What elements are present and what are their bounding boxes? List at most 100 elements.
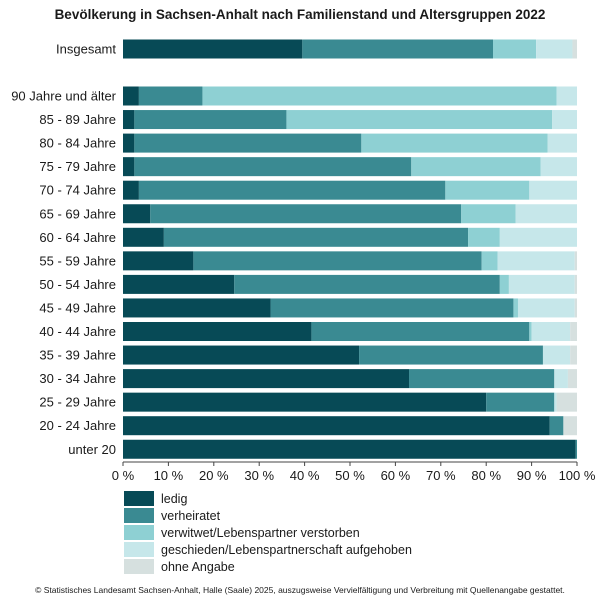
bar-segment-12-4 <box>570 345 577 365</box>
bar-segment-0-2 <box>493 39 537 59</box>
category-label: 90 Jahre und älter <box>11 89 116 104</box>
bar-segment-9-0 <box>123 274 235 294</box>
bar-segment-5-0 <box>123 180 139 200</box>
category-label: unter 20 <box>68 442 116 457</box>
x-axis: 0 % 10 % 20 % 30 % 40 % 50 % 60 % 70 % 80 % 90 % 1… <box>112 461 596 483</box>
category-label: 70 - 74 Jahre <box>39 183 116 198</box>
bar-segment-8-3 <box>497 251 575 271</box>
bar-segment-10-0 <box>123 298 271 318</box>
bar-segment-7-2 <box>468 227 500 247</box>
category-label: 65 - 69 Jahre <box>39 206 116 221</box>
bar-segment-9-3 <box>508 274 575 294</box>
bar-segment-9-4 <box>574 274 577 294</box>
x-tick-label: 70 % <box>426 468 456 483</box>
bar-segment-8-1 <box>193 251 482 271</box>
legend-item: geschieden/Lebenspartnerschaft aufgehobe… <box>124 541 412 558</box>
bar-segment-5-2 <box>445 180 530 200</box>
category-label: 55 - 59 Jahre <box>39 253 116 268</box>
bar-segment-1-1 <box>138 86 203 106</box>
category-label: Insgesamt <box>56 42 116 57</box>
legend-label: ohne Angabe <box>161 559 235 574</box>
bar-segment-16-0 <box>123 439 576 459</box>
category-label: 20 - 24 Jahre <box>39 418 116 433</box>
stacked-bar-chart: Insgesamt 90 Jahre und älter 85 - 89 Jahre… <box>11 39 596 483</box>
bar-segment-12-1 <box>359 345 543 365</box>
bar-segment-10-4 <box>574 298 577 318</box>
bar-segment-0-1 <box>302 39 494 59</box>
bar-segment-10-2 <box>513 298 518 318</box>
bar-segment-4-0 <box>123 157 135 177</box>
bar-segment-13-4 <box>567 369 577 389</box>
x-tick-label: 0 % <box>112 468 135 483</box>
bar-segment-10-3 <box>517 298 575 318</box>
bar-segment-14-1 <box>486 392 555 412</box>
chart-title: Bevölkerung in Sachsen-Anhalt nach Famil… <box>54 7 546 22</box>
legend-swatch <box>124 491 154 506</box>
bar-segment-3-0 <box>123 133 135 153</box>
x-tick-label: 90 % <box>517 468 547 483</box>
bar-segment-2-3 <box>552 110 577 130</box>
bar-segment-11-4 <box>570 322 577 341</box>
category-label: 35 - 39 Jahre <box>39 348 116 363</box>
x-tick-label: 80 % <box>471 468 501 483</box>
x-tick-label: 60 % <box>381 468 411 483</box>
bar-segment-1-2 <box>202 86 557 106</box>
category-label: 50 - 54 Jahre <box>39 277 116 292</box>
bar-segment-14-4 <box>556 392 577 412</box>
x-tick-label: 20 % <box>199 468 229 483</box>
bar-segment-1-0 <box>123 86 139 106</box>
bar-segment-2-1 <box>134 110 287 130</box>
legend-item: ohne Angabe <box>124 558 412 575</box>
legend-swatch <box>124 525 154 540</box>
bar-segment-15-1 <box>549 416 564 436</box>
category-labels: Insgesamt 90 Jahre und älter 85 - 89 Jahre… <box>11 42 116 457</box>
legend-swatch <box>124 559 154 574</box>
bar-segment-5-1 <box>138 180 446 200</box>
bar-segment-3-1 <box>134 133 362 153</box>
bar-segment-14-0 <box>123 392 487 412</box>
bar-segment-11-1 <box>311 322 530 341</box>
legend-label: ledig <box>161 491 188 506</box>
bar-segment-12-0 <box>123 345 360 365</box>
legend: ledig verheiratet verwitwet/Lebenspartner … <box>124 490 412 575</box>
bar-segment-13-0 <box>123 369 410 389</box>
bar-segment-4-1 <box>134 157 412 177</box>
bar-segment-11-0 <box>123 322 312 341</box>
bar-segment-3-2 <box>361 133 548 153</box>
bar-segment-9-1 <box>234 274 500 294</box>
bar-segment-12-3 <box>542 345 571 365</box>
bar-segment-11-3 <box>531 322 571 341</box>
legend-item: ledig <box>124 490 412 507</box>
x-tick-label: 100 % <box>559 468 596 483</box>
bar-segment-5-3 <box>529 180 577 200</box>
bar-segment-4-2 <box>411 157 541 177</box>
legend-item: verheiratet <box>124 507 412 524</box>
bar-segment-8-4 <box>574 251 577 271</box>
bar-segment-0-3 <box>536 39 573 59</box>
category-label: 75 - 79 Jahre <box>39 159 116 174</box>
legend-swatch <box>124 542 154 557</box>
category-label: 40 - 44 Jahre <box>39 324 116 339</box>
bar-segment-8-2 <box>481 251 498 271</box>
bar-segment-15-0 <box>123 416 550 436</box>
x-tick-label: 50 % <box>335 468 365 483</box>
category-label: 25 - 29 Jahre <box>39 395 116 410</box>
copyright-footer: © Statistisches Landesamt Sachsen-Anhalt… <box>35 585 565 595</box>
legend-item: verwitwet/Lebenspartner verstorben <box>124 524 412 541</box>
bar-segment-8-0 <box>123 251 194 271</box>
bar-segment-1-3 <box>556 86 577 106</box>
bar-segment-6-0 <box>123 204 151 224</box>
category-label: 60 - 64 Jahre <box>39 230 116 245</box>
bar-segment-2-2 <box>286 110 553 130</box>
bar-segment-0-0 <box>123 39 303 59</box>
bar-segment-6-2 <box>461 204 516 224</box>
legend-label: verwitwet/Lebenspartner verstorben <box>161 525 360 540</box>
bar-segment-6-3 <box>515 204 577 224</box>
bar-segment-4-3 <box>540 157 577 177</box>
bar-segment-7-0 <box>123 227 164 247</box>
bar-segment-15-4 <box>563 416 577 436</box>
bar-segment-16-1 <box>575 439 577 459</box>
legend-label: geschieden/Lebenspartnerschaft aufgehobe… <box>161 542 412 557</box>
bar-segment-0-4 <box>572 39 577 59</box>
x-tick-label: 10 % <box>154 468 184 483</box>
